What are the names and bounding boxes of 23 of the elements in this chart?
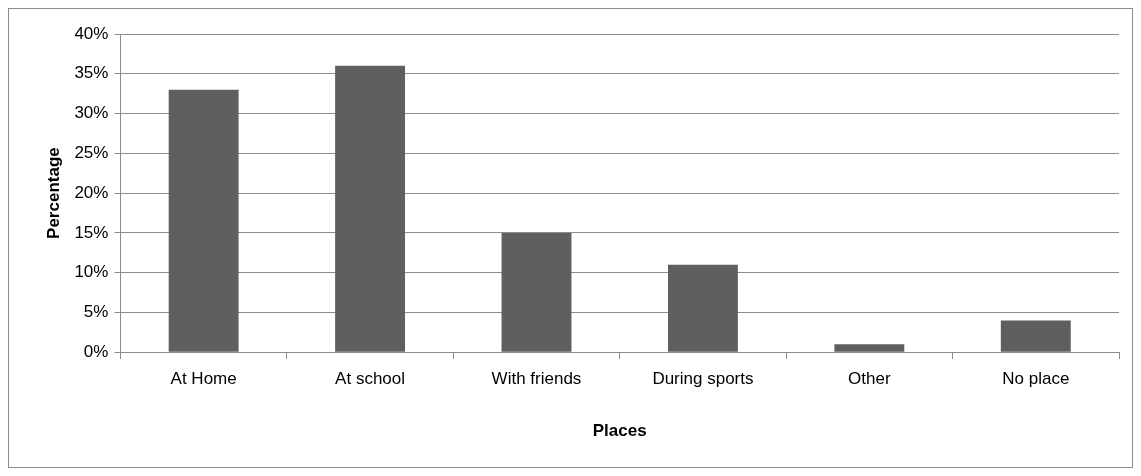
x-tick-label: With friends	[491, 369, 582, 389]
bar	[501, 232, 572, 352]
y-tick-label: 40%	[74, 23, 109, 43]
bar	[667, 264, 738, 352]
bar	[1000, 320, 1071, 352]
x-tick-label: No place	[1002, 369, 1070, 389]
x-tick-label: At school	[335, 369, 406, 389]
y-tick-label: 0%	[83, 341, 109, 361]
y-tick-label: 20%	[74, 182, 109, 202]
y-tick-label: 15%	[74, 222, 109, 242]
bar	[335, 65, 406, 352]
y-tick-label: 35%	[74, 63, 109, 83]
x-axis-title: Places	[592, 421, 647, 441]
bar	[834, 344, 905, 352]
y-tick-label: 30%	[74, 103, 109, 123]
bar	[168, 89, 239, 352]
y-tick-label: 25%	[74, 143, 109, 163]
y-axis-title: Percentage	[43, 147, 63, 239]
x-tick-label: During sports	[652, 369, 754, 389]
y-tick-label: 5%	[83, 302, 109, 322]
y-tick-label: 10%	[74, 262, 109, 282]
x-tick-label: At Home	[170, 369, 237, 389]
x-tick-label: Other	[848, 369, 891, 389]
